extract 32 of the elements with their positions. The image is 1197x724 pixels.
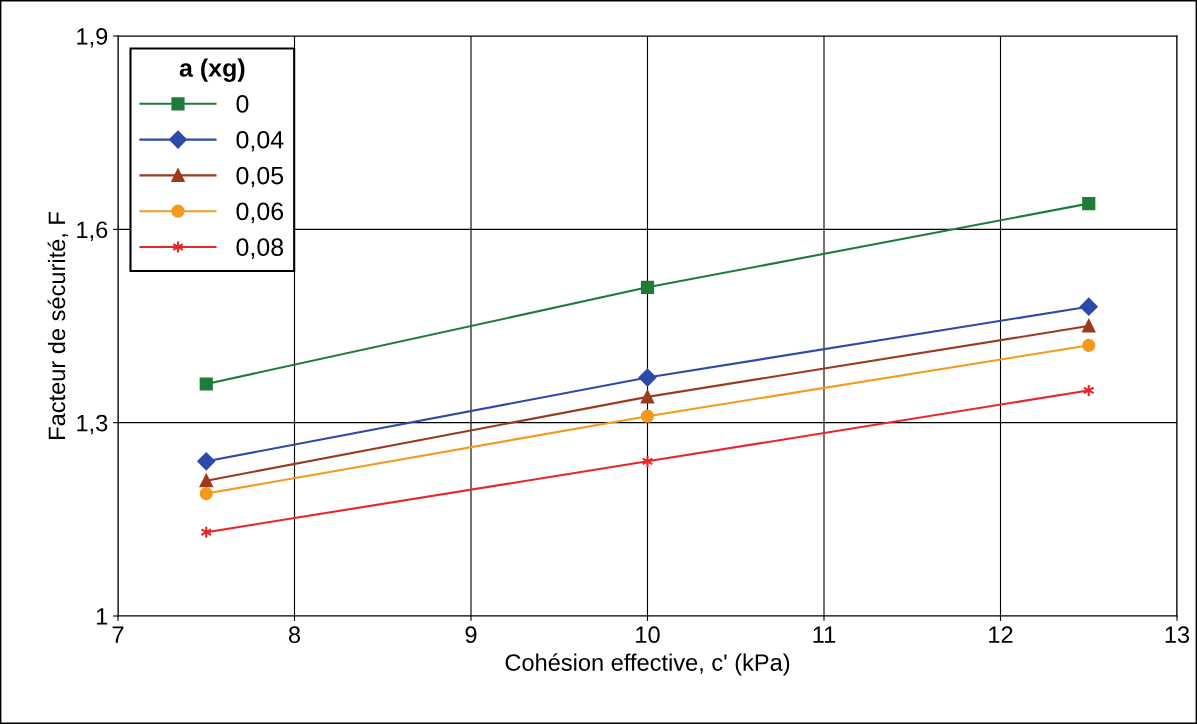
legend-label: 0 [236,95,249,113]
legend-label: 0,08 [236,238,284,259]
y-axis-title: Facteur de sécurité, F [47,212,69,439]
point [1082,196,1096,211]
point [1079,297,1098,316]
point [199,474,213,488]
legend-label: 0,06 [236,202,284,224]
x-tick-label: 8 [288,626,301,644]
point [199,377,213,391]
point [640,390,655,404]
legend-label: 0,04 [236,130,284,152]
x-tick-label: 13 [1165,626,1190,644]
y-tick-label: 1,9 [77,28,108,48]
y-tick-label: 1,3 [77,414,108,435]
x-tick-label: 10 [636,626,660,644]
legend-title: a (xg) [179,58,245,82]
x-axis-title: Cohésion effective, c' (kPa) [505,653,790,676]
point [640,280,655,294]
point [1082,338,1096,352]
point [197,452,216,471]
point [641,454,654,468]
legend-label: 0,05 [236,166,284,188]
x-tick-label: 12 [989,626,1013,643]
point [1082,319,1096,333]
y-tick-label: 1 [96,608,108,625]
point [640,409,655,423]
x-tick-label: 9 [465,626,477,644]
point [638,368,657,387]
x-tick-label: 11 [813,626,836,643]
x-tick-label: 7 [112,626,124,643]
point [199,486,213,501]
y-tick-label: 1,6 [77,221,108,241]
